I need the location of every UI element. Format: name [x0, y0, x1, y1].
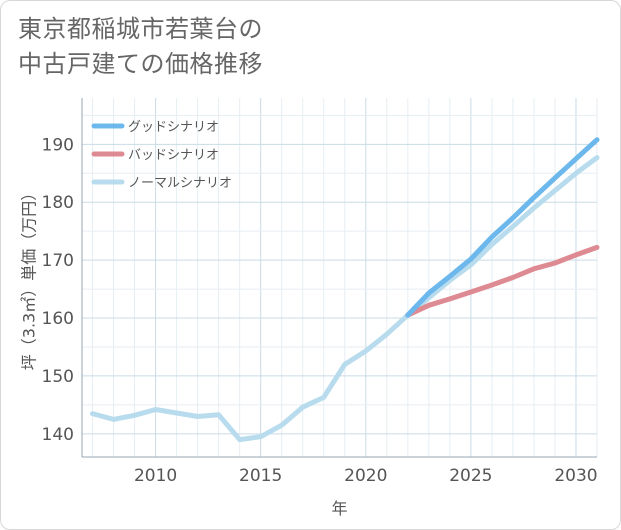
chart-title-line-2: 中古戸建ての価格推移 — [18, 50, 263, 78]
x-tick-label: 2025 — [449, 466, 492, 486]
y-tick-label: 190 — [42, 135, 74, 155]
y-axis-label: 坪（3.3㎡）単価（万円） — [20, 185, 39, 370]
legend-label-normal: ノーマルシナリオ — [128, 176, 232, 191]
legend-label-good: グッドシナリオ — [128, 120, 219, 135]
axes: 2010 2015 2020 2025 2030 140 150 160 170 180 190 — [42, 98, 598, 486]
x-axis-label: 年 — [331, 499, 347, 518]
y-tick-label: 170 — [42, 251, 74, 271]
legend-label-bad: バッドシナリオ — [128, 148, 219, 163]
series-line-good — [405, 137, 600, 318]
series-line-bad — [405, 244, 600, 318]
chart-title: 東京都稲城市若葉台の 中古戸建ての価格推移 — [18, 12, 263, 82]
y-tick-label: 180 — [42, 193, 74, 213]
x-tick-label: 2010 — [134, 466, 177, 486]
y-tick-label: 140 — [42, 425, 74, 445]
x-tick-label: 2015 — [239, 466, 282, 486]
x-tick-label: 2020 — [344, 466, 387, 486]
y-tick-label: 150 — [42, 367, 74, 387]
y-tick-label: 160 — [42, 309, 74, 329]
series-line-normal — [90, 155, 600, 443]
series-layer — [90, 137, 600, 443]
chart-title-line-1: 東京都稲城市若葉台の — [18, 15, 263, 43]
x-tick-label: 2030 — [554, 466, 597, 486]
